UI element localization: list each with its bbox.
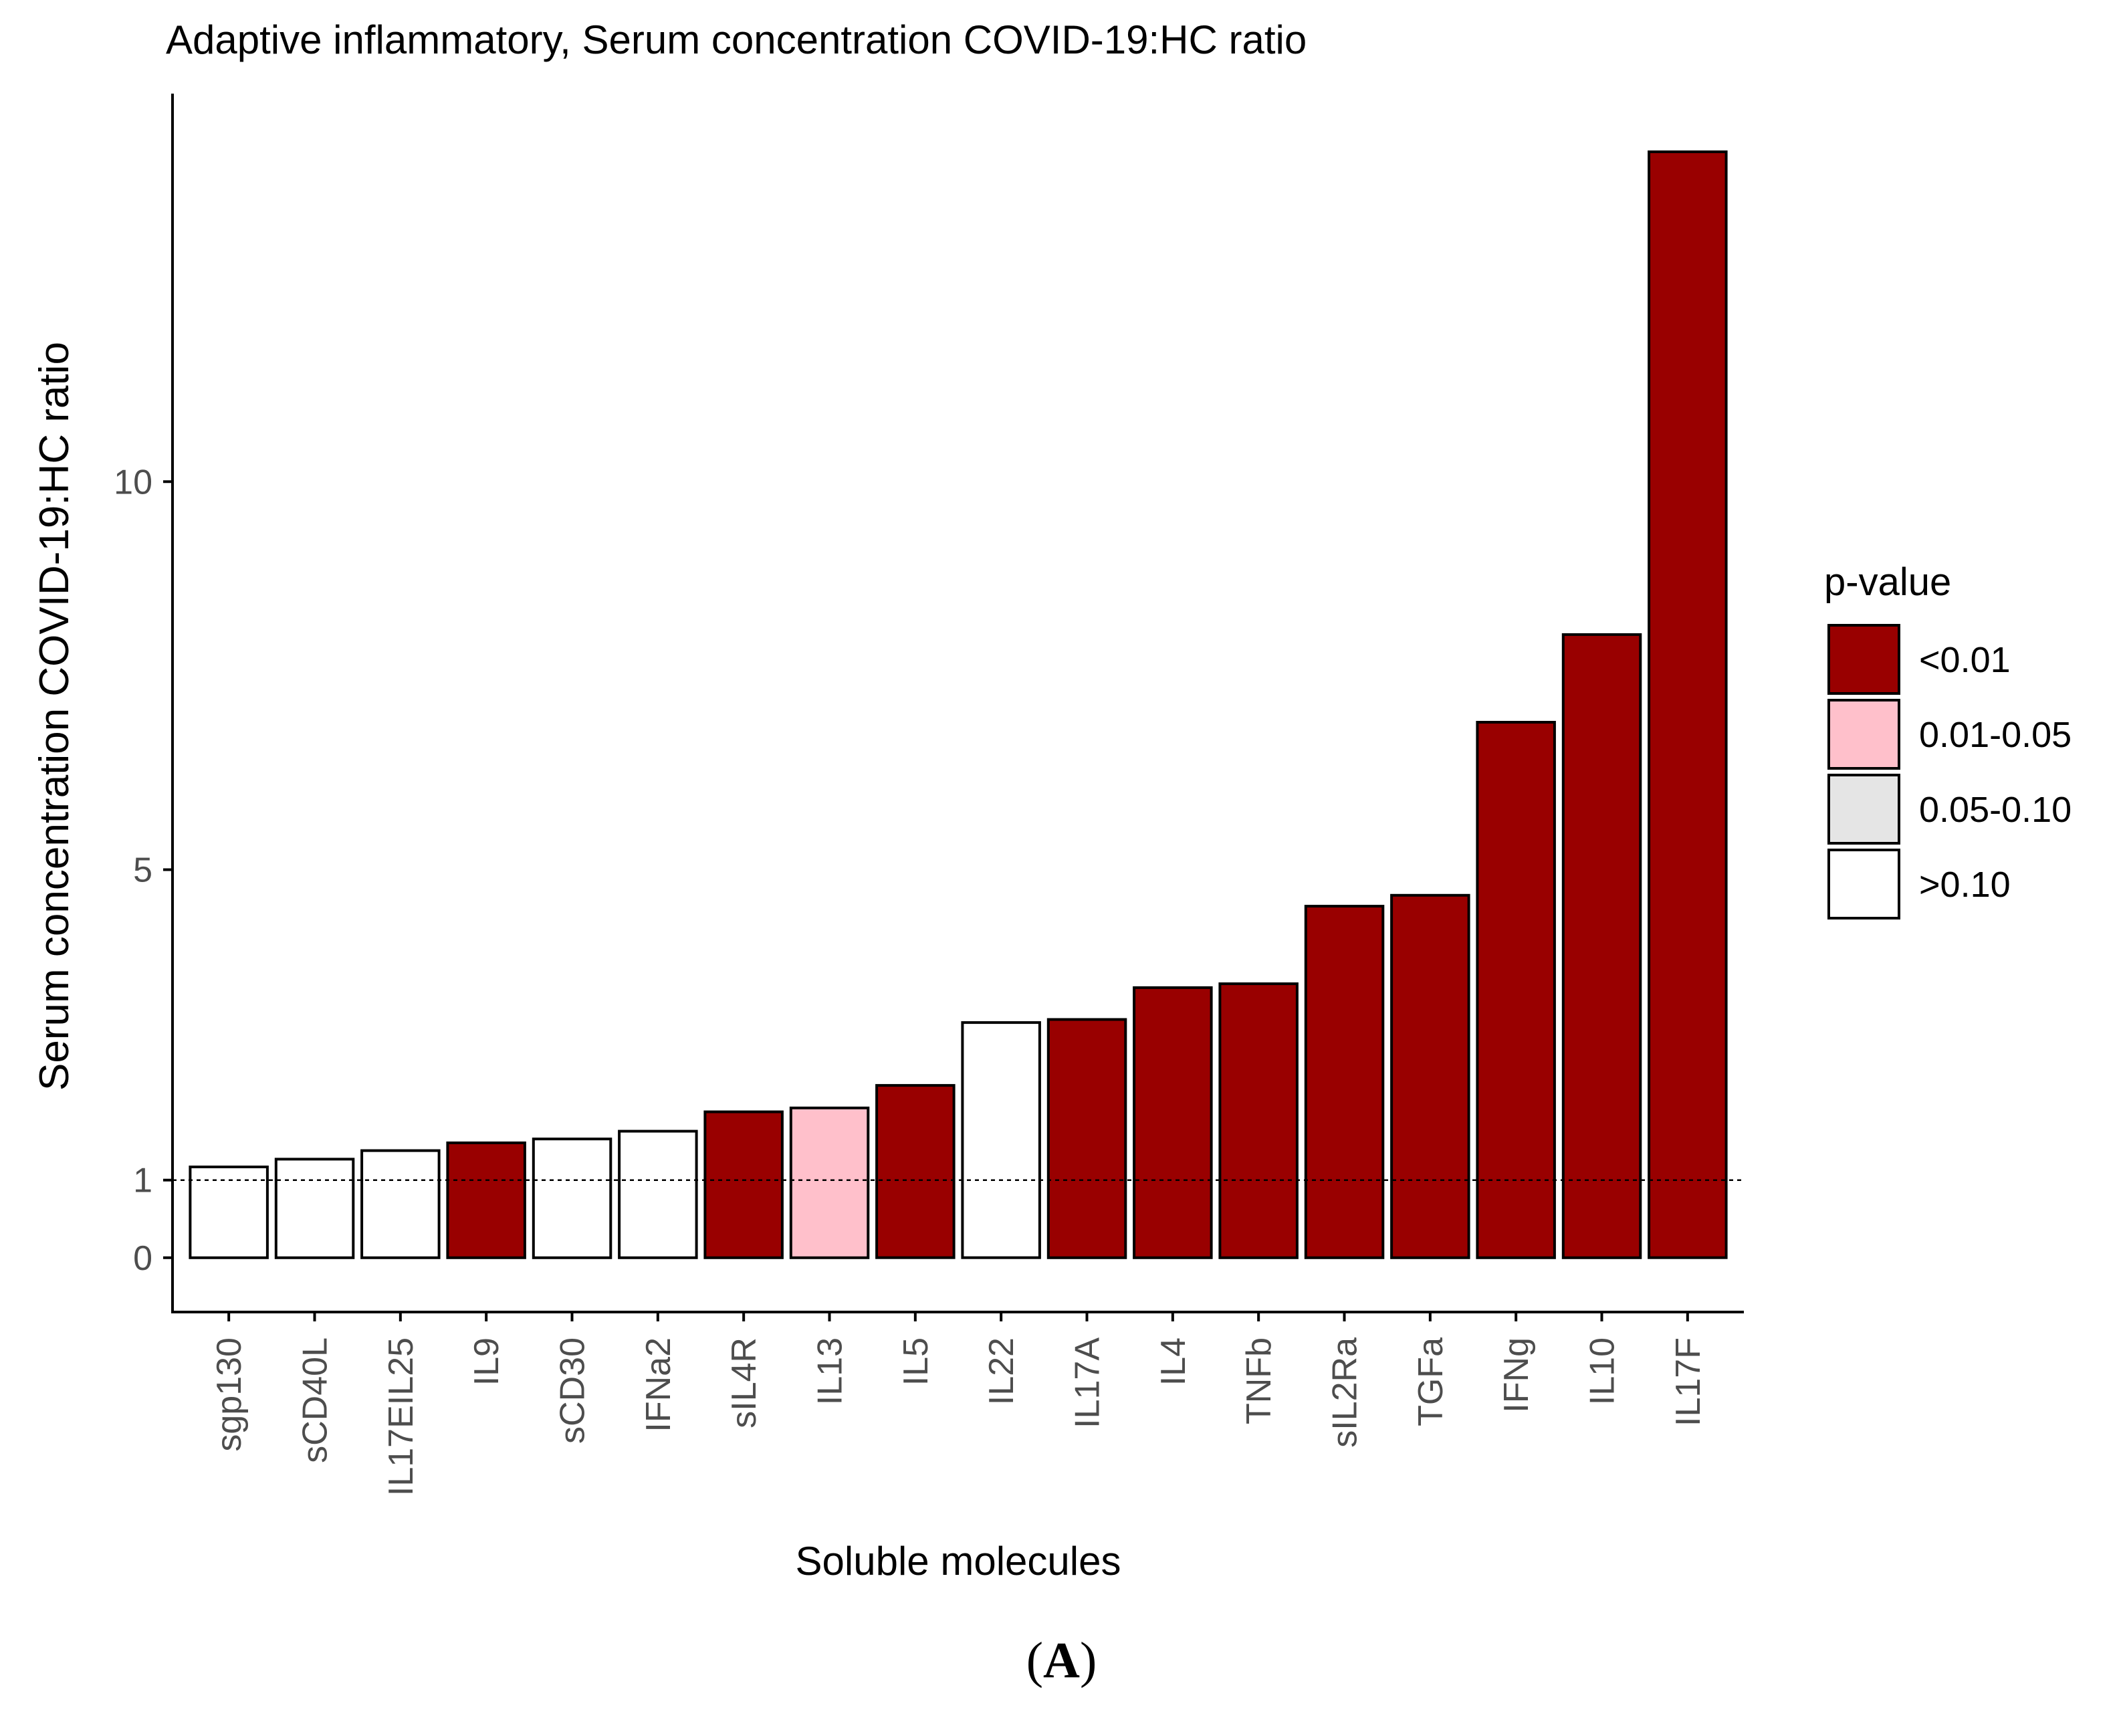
bar-scd40l — [274, 1158, 355, 1259]
legend-title: p-value — [1824, 560, 1951, 604]
bar-scd30 — [532, 1137, 612, 1259]
x-tick-label-sgp130: sgp130 — [210, 1337, 249, 1452]
legend-key-gt_010 — [1827, 849, 1900, 919]
legend-key-005_010 — [1827, 774, 1900, 845]
legend-key-lt_001 — [1827, 624, 1900, 695]
x-tick-label-scd30: sCD30 — [554, 1337, 592, 1444]
chart-title: Adaptive inflammatory, Serum concentrati… — [166, 17, 1307, 62]
x-tick-label-il10: IL10 — [1583, 1337, 1622, 1405]
legend-label-gt_010: >0.10 — [1919, 865, 2011, 905]
y-tick-label-1: 1 — [133, 1162, 152, 1200]
bar-il17eil25 — [360, 1149, 441, 1259]
panel-label: (A) — [0, 1632, 2123, 1690]
x-tick-label-sil4r: sIL4R — [725, 1337, 764, 1428]
x-tick-label-il9: IL9 — [467, 1337, 506, 1386]
legend-label-001_005: 0.01-0.05 — [1919, 715, 2072, 755]
bar-tgfa — [1390, 893, 1470, 1259]
legend-label-lt_001: <0.01 — [1919, 640, 2011, 680]
y-tick-label-5: 5 — [133, 851, 152, 890]
bar-il4 — [1133, 986, 1213, 1259]
x-axis-title: Soluble molecules — [796, 1539, 1121, 1584]
panel-label-open: ( — [1026, 1632, 1044, 1689]
bar-sgp130 — [189, 1166, 269, 1259]
y-tick-label-10: 10 — [114, 463, 152, 502]
panel-label-letter: A — [1043, 1632, 1080, 1689]
x-tick-label-il17a: IL17A — [1069, 1337, 1107, 1428]
x-tick-label-scd40l: sCD40L — [296, 1337, 335, 1463]
legend-entries: <0.01 0.01-0.05 0.05-0.10 >0.10 — [1827, 624, 2072, 919]
bar-ifng — [1476, 721, 1556, 1259]
bar-il10 — [1561, 633, 1642, 1259]
x-tick-label-il5: IL5 — [897, 1337, 935, 1386]
x-tick-label-il17eil25: IL17EIL25 — [382, 1337, 421, 1496]
legend: p-value <0.01 0.01-0.05 0.05-0.10 >0.10 — [1824, 560, 2072, 919]
legend-label-005_010: 0.05-0.10 — [1919, 790, 2072, 830]
bar-il17f — [1648, 150, 1728, 1259]
bar-ifna2 — [618, 1129, 698, 1259]
x-tick-label-tgfa: TGFa — [1412, 1337, 1450, 1426]
bars-layer — [189, 150, 1728, 1259]
panel-label-close: ) — [1079, 1632, 1097, 1689]
bar-il9 — [446, 1142, 526, 1259]
bar-il5 — [875, 1084, 956, 1259]
y-axis-ticks: 0 1 5 10 — [114, 463, 173, 1278]
bar-il13 — [789, 1106, 870, 1259]
x-tick-label-ifna2: IFNa2 — [639, 1337, 678, 1432]
x-tick-label-il17f: IL17F — [1669, 1337, 1708, 1426]
x-tick-label-il4: IL4 — [1154, 1337, 1193, 1386]
x-axis-ticks: sgp130 sCD40L IL17EIL25 IL9 sCD30 IFNa2 sIL4R I… — [210, 1312, 1708, 1496]
bar-sil4r — [703, 1110, 784, 1259]
x-tick-label-ifng: IFNg — [1497, 1337, 1536, 1413]
bar-il22 — [961, 1021, 1041, 1259]
legend-key-001_005 — [1827, 699, 1900, 770]
x-tick-label-il13: IL13 — [811, 1337, 850, 1405]
x-tick-label-il22: IL22 — [982, 1337, 1021, 1405]
y-axis-title: Serum concentration COVID-19:HC ratio — [31, 342, 78, 1091]
bar-sil2ra — [1304, 905, 1385, 1259]
x-tick-label-tnfb: TNFb — [1240, 1337, 1278, 1424]
bar-tnfb — [1218, 982, 1299, 1259]
y-tick-label-0: 0 — [133, 1239, 152, 1278]
bar-il17a — [1046, 1018, 1127, 1259]
x-tick-label-sil2ra: sIL2Ra — [1326, 1337, 1365, 1448]
